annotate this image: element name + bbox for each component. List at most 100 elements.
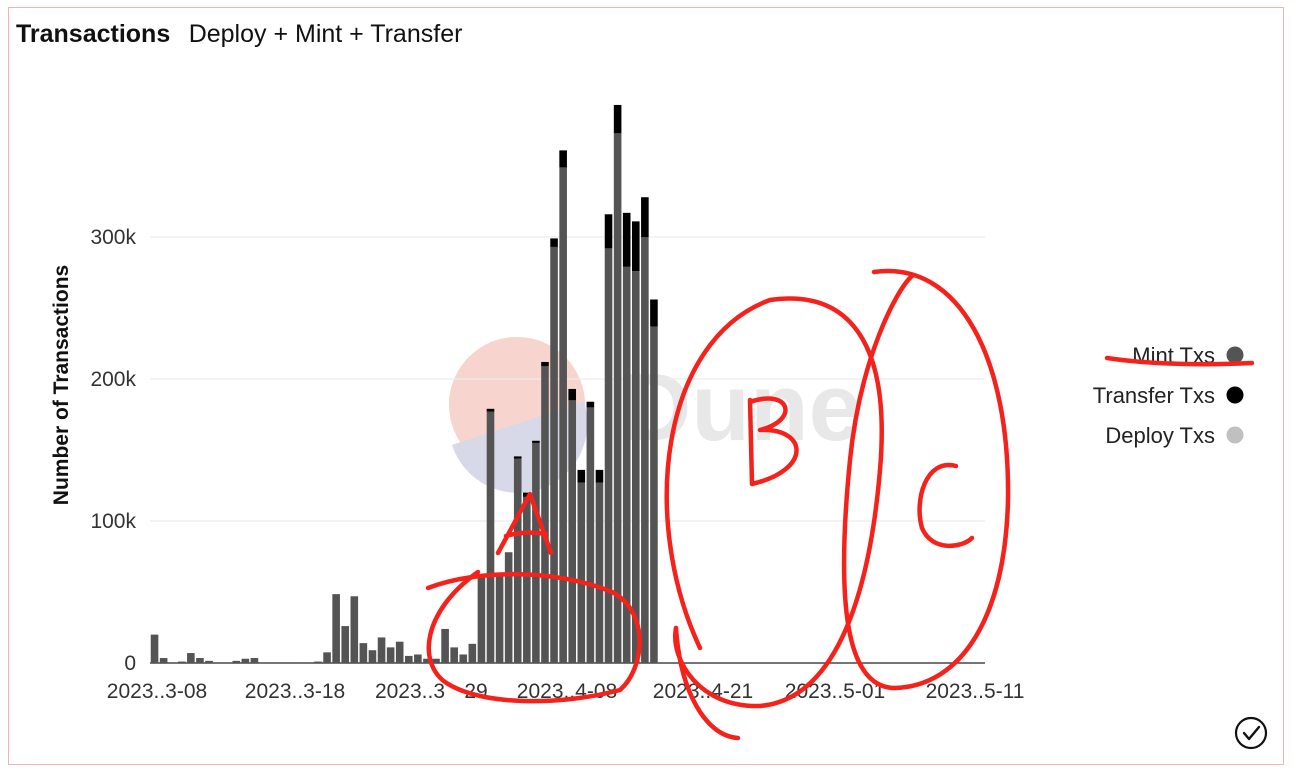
bars-layer: 2023-03-08 Mint Txs: 200002023-03-09 Min… xyxy=(150,104,658,664)
bar-mint-txs[interactable]: 2023-03-27 Mint Txs: 7500 xyxy=(323,652,331,663)
bar-mint-txs[interactable]: 2023-03-30 Mint Txs: 47000 xyxy=(350,596,359,663)
annotation-letter-b: B xyxy=(0,0,11,4)
y-axis-label: Number of Transactions xyxy=(50,265,73,505)
legend-swatch-mint-txs[interactable] xyxy=(1226,346,1244,364)
bar-transfer-txs[interactable]: 2023-04-19 Transfer Txs: 1500 xyxy=(532,440,540,443)
bar-transfer-txs[interactable]: 2023-04-24 Transfer Txs: 9000 xyxy=(577,469,586,483)
bar-mint-txs[interactable]: 2023-04-24 Mint Txs: 127000 xyxy=(577,482,586,663)
bar-mint-txs[interactable]: 2023-04-19 Mint Txs: 155000 xyxy=(532,442,540,663)
red-annotations: A B C xyxy=(0,0,1255,741)
annotation-tail-b xyxy=(673,625,741,741)
y-tick-label: 300k xyxy=(90,226,136,249)
bar-mint-txs[interactable]: 2023-04-16 Mint Txs: 78000 xyxy=(504,552,513,663)
annotation-letter-a: A xyxy=(0,0,11,4)
bar-mint-txs[interactable]: 2023-04-17 Mint Txs: 144000 xyxy=(513,458,522,663)
legend-label-deploy-txs[interactable]: Deploy Txs xyxy=(1105,423,1215,448)
bar-mint-txs[interactable]: 2023-03-24 Mint Txs: 500 xyxy=(296,662,304,664)
bar-mint-txs[interactable]: 2023-03-18 Mint Txs: 3000 xyxy=(241,658,250,663)
bar-mint-txs[interactable]: 2023-04-01 Mint Txs: 9000 xyxy=(368,650,377,663)
bar-mint-txs[interactable]: 2023-03-25 Mint Txs: 500 xyxy=(305,662,313,664)
bar-transfer-txs[interactable]: 2023-05-02 Transfer Txs: 19000 xyxy=(650,299,658,327)
bar-mint-txs[interactable]: 2023-03-17 Mint Txs: 1500 xyxy=(232,660,241,663)
bar-transfer-txs[interactable]: 2023-04-14 Transfer Txs: 2000 xyxy=(486,408,495,412)
bar-mint-txs[interactable]: 2023-05-01 Mint Txs: 300000 xyxy=(641,237,649,663)
legend-swatch-deploy-txs[interactable] xyxy=(1226,426,1244,444)
bar-transfer-txs[interactable]: 2023-04-27 Transfer Txs: 24000 xyxy=(604,214,613,249)
bar-mint-txs[interactable]: 2023-03-08 Mint Txs: 20000 xyxy=(150,634,159,663)
bar-mint-txs[interactable]: 2023-03-13 Mint Txs: 3500 xyxy=(196,658,204,663)
bar-mint-txs[interactable]: 2023-03-22 Mint Txs: 500 xyxy=(277,662,286,664)
watermark-text: Dune xyxy=(622,354,862,461)
bar-mint-txs[interactable]: 2023-04-03 Mint Txs: 11000 xyxy=(386,647,395,663)
bar-mint-txs[interactable]: 2023-04-20 Mint Txs: 209000 xyxy=(541,366,549,663)
bar-mint-txs[interactable]: 2023-03-11 Mint Txs: 1000 xyxy=(177,661,186,663)
legend-label-transfer-txs[interactable]: Transfer Txs xyxy=(1093,383,1215,408)
bar-transfer-txs[interactable]: 2023-04-28 Transfer Txs: 20000 xyxy=(613,104,622,134)
bar-mint-txs[interactable]: 2023-04-26 Mint Txs: 127000 xyxy=(595,482,604,663)
bar-mint-txs[interactable]: 2023-04-29 Mint Txs: 279000 xyxy=(622,266,631,663)
bar-mint-txs[interactable]: 2023-04-25 Mint Txs: 180000 xyxy=(586,407,595,663)
bar-mint-txs[interactable]: 2023-03-23 Mint Txs: 500 xyxy=(286,662,295,664)
annotation-letter-a-strokes xyxy=(495,491,554,556)
bar-mint-txs[interactable]: 2023-04-10 Mint Txs: 11000 xyxy=(450,647,458,663)
bar-mint-txs[interactable]: 2023-04-23 Mint Txs: 185000 xyxy=(568,400,577,663)
bar-mint-txs[interactable]: 2023-03-21 Mint Txs: 500 xyxy=(268,662,277,664)
bar-mint-txs[interactable]: 2023-04-21 Mint Txs: 293000 xyxy=(550,246,558,663)
annotation-circle-a xyxy=(425,569,642,704)
bar-transfer-txs[interactable]: 2023-04-25 Transfer Txs: 4000 xyxy=(586,401,595,408)
bar-mint-txs[interactable]: 2023-04-27 Mint Txs: 292000 xyxy=(604,248,613,664)
bar-mint-txs[interactable]: 2023-03-16 Mint Txs: 500 xyxy=(223,662,231,664)
bar-mint-txs[interactable]: 2023-04-05 Mint Txs: 5000 xyxy=(404,655,413,663)
bar-transfer-txs[interactable]: 2023-04-26 Transfer Txs: 9000 xyxy=(595,469,604,483)
bar-mint-txs[interactable]: 2023-03-28 Mint Txs: 48500 xyxy=(332,594,340,663)
bar-mint-txs[interactable]: 2023-03-26 Mint Txs: 1000 xyxy=(314,661,322,663)
bar-mint-txs[interactable]: 2023-04-08 Mint Txs: 3000 xyxy=(432,658,440,663)
bar-mint-txs[interactable]: 2023-04-04 Mint Txs: 15000 xyxy=(395,641,404,663)
x-tick-label: 2023..5-11 xyxy=(926,680,1025,703)
bar-mint-txs[interactable]: 2023-05-02 Mint Txs: 237000 xyxy=(650,326,658,663)
bar-mint-txs[interactable]: 2023-03-29 Mint Txs: 26000 xyxy=(341,626,350,663)
annotation-circle-b xyxy=(664,296,884,709)
bar-mint-txs[interactable]: 2023-03-19 Mint Txs: 3500 xyxy=(250,658,259,663)
bar-mint-txs[interactable]: 2023-04-02 Mint Txs: 18000 xyxy=(377,637,386,663)
mint-underline-annotation xyxy=(1104,355,1255,367)
bar-mint-txs[interactable]: 2023-04-18 Mint Txs: 117000 xyxy=(523,496,531,663)
x-tick-label: 2023..3-08 xyxy=(107,680,207,703)
bar-mint-txs[interactable]: 2023-04-14 Mint Txs: 177000 xyxy=(486,411,495,663)
bar-mint-txs[interactable]: 2023-04-13 Mint Txs: 62000 xyxy=(477,574,486,663)
bar-mint-txs[interactable]: 2023-03-14 Mint Txs: 1500 xyxy=(205,660,213,663)
bar-mint-txs[interactable]: 2023-03-31 Mint Txs: 14000 xyxy=(359,643,368,663)
y-tick-label: 200k xyxy=(90,368,136,391)
bar-mint-txs[interactable]: 2023-04-09 Mint Txs: 24000 xyxy=(441,628,449,663)
chart-header: Transactions Deploy + Mint + Transfer xyxy=(16,20,462,49)
bar-transfer-txs[interactable]: 2023-04-18 Transfer Txs: 3000 xyxy=(523,492,531,497)
bar-mint-txs[interactable]: 2023-03-12 Mint Txs: 7000 xyxy=(187,653,195,663)
bar-transfer-txs[interactable]: 2023-04-30 Transfer Txs: 35000 xyxy=(631,221,640,272)
bar-mint-txs[interactable]: 2023-04-30 Mint Txs: 276000 xyxy=(631,271,640,663)
bar-mint-txs[interactable]: 2023-04-15 Mint Txs: 61000 xyxy=(495,576,504,663)
bar-mint-txs[interactable]: 2023-03-20 Mint Txs: 500 xyxy=(259,662,268,664)
bar-transfer-txs[interactable]: 2023-04-22 Transfer Txs: 12000 xyxy=(559,150,567,168)
annotation-letter-b-strokes xyxy=(747,396,799,487)
annotation-letter-c-strokes xyxy=(917,462,975,549)
bar-mint-txs[interactable]: 2023-04-22 Mint Txs: 349000 xyxy=(559,167,567,664)
bar-transfer-txs[interactable]: 2023-04-20 Transfer Txs: 3000 xyxy=(541,361,549,367)
bar-transfer-txs[interactable]: 2023-04-29 Transfer Txs: 38000 xyxy=(622,212,631,267)
bar-mint-txs[interactable]: 2023-04-12 Mint Txs: 13500 xyxy=(468,643,477,663)
annotation-letter-c: C xyxy=(0,0,12,4)
bar-transfer-txs[interactable]: 2023-05-01 Transfer Txs: 28000 xyxy=(641,197,649,237)
bar-mint-txs[interactable]: 2023-03-10 Mint Txs: 500 xyxy=(168,662,177,664)
bar-mint-txs[interactable]: 2023-04-07 Mint Txs: 3000 xyxy=(423,658,431,663)
bar-transfer-txs[interactable]: 2023-04-17 Transfer Txs: 1500 xyxy=(513,456,522,459)
bar-mint-txs[interactable]: 2023-04-28 Mint Txs: 373000 xyxy=(613,133,622,664)
check-circle-icon[interactable] xyxy=(1234,716,1268,750)
annotation-circle-c xyxy=(841,268,1011,691)
legend-swatch-transfer-txs[interactable] xyxy=(1226,386,1244,404)
bar-transfer-txs[interactable]: 2023-04-23 Transfer Txs: 8000 xyxy=(568,388,577,401)
bar-mint-txs[interactable]: 2023-03-09 Mint Txs: 3500 xyxy=(159,658,168,663)
bar-mint-txs[interactable]: 2023-03-15 Mint Txs: 500 xyxy=(214,662,222,664)
bar-mint-txs[interactable]: 2023-04-06 Mint Txs: 6000 xyxy=(414,654,422,663)
bar-transfer-txs[interactable]: 2023-04-21 Transfer Txs: 6000 xyxy=(550,238,558,247)
bar-mint-txs[interactable]: 2023-04-11 Mint Txs: 6000 xyxy=(459,654,468,663)
